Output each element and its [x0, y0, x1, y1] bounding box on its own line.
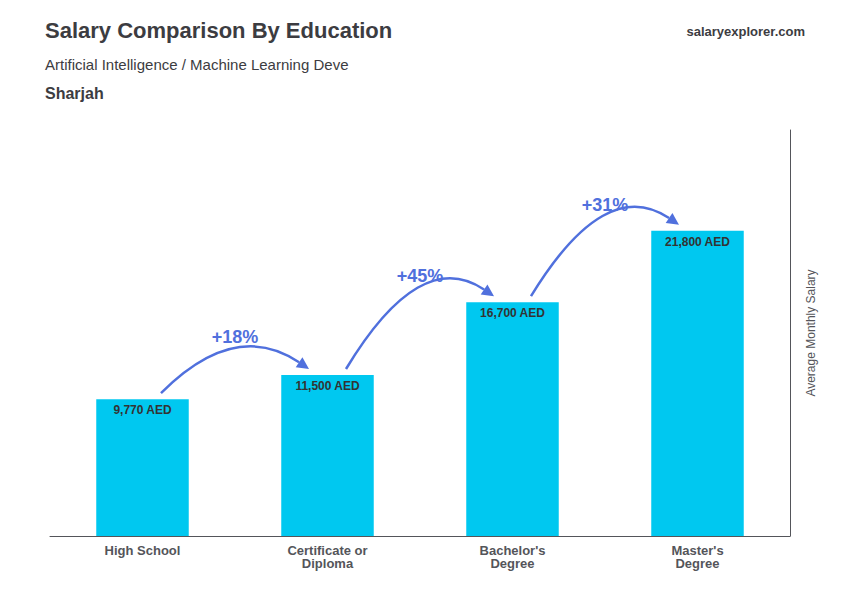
- svg-text:Bachelor's: Bachelor's: [479, 543, 546, 558]
- svg-text:9,770 AED: 9,770 AED: [113, 403, 172, 417]
- svg-text:Artificial Intelligence / Mach: Artificial Intelligence / Machine Learni…: [45, 56, 349, 73]
- svg-text:salaryexplorer.com: salaryexplorer.com: [686, 24, 805, 39]
- svg-text:Salary Comparison By Education: Salary Comparison By Education: [45, 18, 392, 43]
- svg-text:Degree: Degree: [490, 556, 534, 571]
- svg-text:Average Monthly Salary: Average Monthly Salary: [804, 269, 818, 396]
- svg-text:+18%: +18%: [212, 327, 259, 347]
- svg-text:21,800 AED: 21,800 AED: [665, 235, 730, 249]
- svg-text:Master's: Master's: [671, 543, 724, 558]
- svg-text:+45%: +45%: [397, 266, 444, 286]
- svg-text:Sharjah: Sharjah: [45, 85, 104, 102]
- svg-text:11,500 AED: 11,500 AED: [295, 379, 360, 393]
- svg-text:Certificate or: Certificate or: [287, 543, 368, 558]
- svg-text:Degree: Degree: [675, 556, 719, 571]
- svg-text:High School: High School: [105, 543, 181, 558]
- svg-text:16,700 AED: 16,700 AED: [480, 306, 545, 320]
- svg-text:+31%: +31%: [582, 195, 629, 215]
- svg-text:Diploma: Diploma: [302, 556, 354, 571]
